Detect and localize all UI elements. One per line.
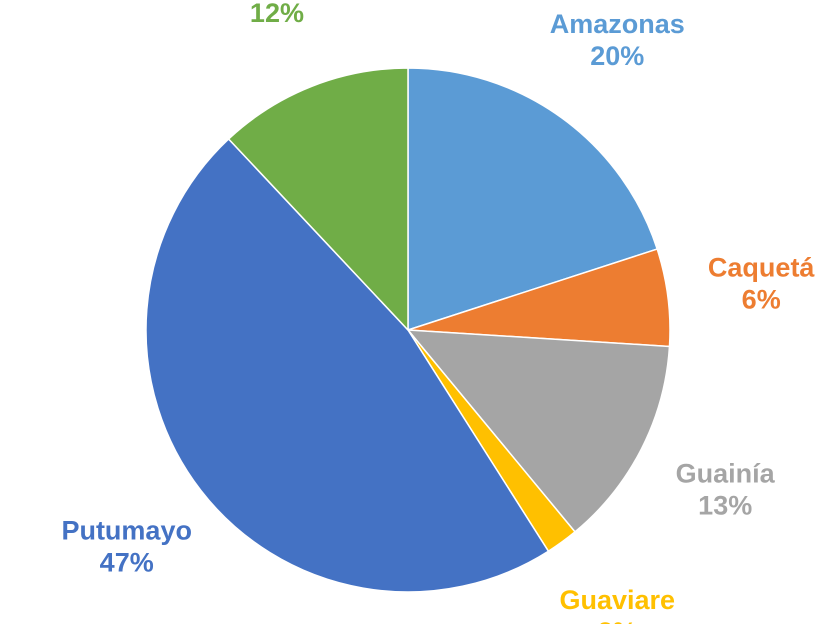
slice-label: Guainía [676, 459, 776, 489]
slice-value-label: 47% [100, 547, 154, 577]
slice-value-label: 2% [598, 617, 637, 624]
slice-label: Putumayo [61, 515, 192, 545]
pie-slice [406, 329, 671, 533]
slice-value-label: 20% [590, 41, 644, 71]
slice-value-label: 6% [742, 285, 781, 315]
pie-slice [145, 137, 550, 593]
slice-value-label: 12% [250, 0, 304, 28]
slice-label: Amazonas [550, 9, 685, 39]
pie-slice [227, 67, 409, 332]
slice-label: Caquetá [708, 253, 816, 283]
slice-label: Guaviare [559, 585, 675, 615]
pie-slice [407, 67, 659, 332]
slice-value-label: 13% [698, 491, 752, 521]
